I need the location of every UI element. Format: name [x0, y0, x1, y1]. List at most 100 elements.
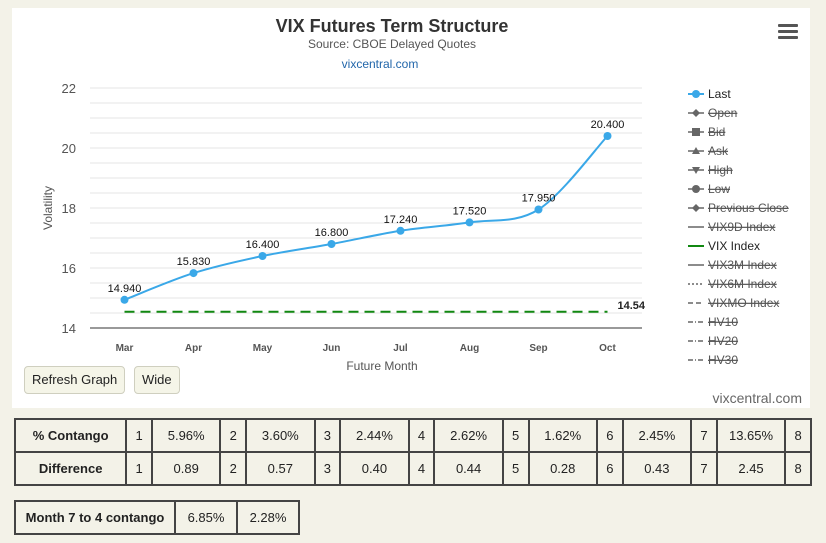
value-cell: 0.28 [527, 451, 598, 486]
watermark: vixcentral.com [712, 390, 802, 406]
value-cell: 0.40 [339, 451, 410, 486]
chart-panel: VIX Futures Term Structure Source: CBOE … [12, 8, 810, 408]
legend-item[interactable]: Bid [688, 125, 725, 139]
series: 14.54 14.940 15.830 16.400 16.800 17.240 17.52… [108, 119, 646, 313]
legend-item[interactable]: Low [688, 182, 730, 196]
legend-label: Open [708, 106, 737, 120]
legend-item[interactable]: VIX6M Index [688, 277, 777, 291]
last-data-label: 16.800 [315, 227, 349, 239]
legend-triangle-marker [692, 147, 700, 154]
month-index-cell: 7 [690, 418, 718, 453]
x-tick-label: Oct [599, 343, 616, 354]
y-axis-title: Volatility [41, 186, 55, 230]
legend-label: VIX Index [708, 239, 760, 253]
value-cell: 5.96% [150, 418, 222, 453]
last-data-label: 16.400 [246, 239, 280, 251]
legend-item[interactable]: VIXMO Index [688, 296, 779, 310]
last-data-label: 15.830 [177, 256, 211, 268]
month-contango-value: 6.85% [174, 500, 238, 535]
legend-label: HV30 [708, 353, 738, 367]
contango-table: % Contango 1 5.96% 2 3.60% 3 2.44% 4 2.62% 5 1.62%… [13, 418, 812, 486]
month-index-cell: 2 [219, 418, 248, 453]
month-contango-row: Month 7 to 4 contango 6.85% 2.28% [14, 500, 300, 535]
wide-button[interactable]: Wide [134, 366, 180, 394]
chart-title: VIX Futures Term Structure [276, 16, 509, 36]
month-index-cell: 1 [125, 418, 153, 453]
legend-label: Last [708, 87, 731, 101]
legend-label: High [708, 163, 733, 177]
last-point[interactable] [396, 226, 405, 235]
value-cell: 2.45% [621, 418, 693, 453]
legend-item[interactable]: HV10 [688, 315, 738, 329]
legend-item[interactable]: HV30 [688, 353, 738, 367]
legend-circle-marker [692, 90, 700, 98]
legend-circle-marker [692, 185, 700, 193]
legend-label: Low [708, 182, 730, 196]
legend-item[interactable]: VIX3M Index [688, 258, 777, 272]
legend-item[interactable]: High [688, 163, 733, 177]
grid [90, 87, 642, 314]
value-cell: 2.44% [339, 418, 410, 453]
last-data-label: 17.950 [522, 193, 556, 205]
axes: 14 16 18 20 22 Mar Apr May Jun Jul Aug Sep Oct [62, 81, 642, 354]
legend-diamond-marker [692, 204, 700, 212]
last-point[interactable] [258, 252, 267, 260]
month-index-cell: 4 [407, 418, 436, 453]
month-index-cell: 6 [595, 418, 624, 453]
last-point[interactable] [465, 218, 474, 227]
x-tick-label: Aug [460, 343, 479, 354]
legend-item[interactable]: Previous Close [688, 201, 789, 215]
last-data-label: 14.940 [108, 283, 142, 295]
month-contango-label: Month 7 to 4 contango [14, 500, 176, 535]
y-tick-label: 20 [62, 141, 76, 156]
last-point[interactable] [189, 269, 198, 278]
month-index-cell: 2 [219, 451, 248, 486]
value-cell: 13.65% [715, 418, 787, 453]
x-axis-title: Future Month [346, 359, 417, 373]
x-tick-label: Sep [529, 343, 547, 354]
month-index-cell: 7 [690, 451, 718, 486]
refresh-graph-button[interactable]: Refresh Graph [24, 366, 126, 394]
legend-item[interactable]: Open [688, 106, 737, 120]
x-tick-label: Jun [323, 343, 341, 354]
legend-label: Bid [708, 125, 725, 139]
value-cell: 1.62% [527, 418, 598, 453]
legend-label: Ask [708, 144, 729, 158]
y-tick-label: 18 [62, 201, 76, 216]
row-label: Difference [13, 451, 128, 486]
chart-credit-link[interactable]: vixcentral.com [342, 57, 419, 71]
contango-row: % Contango 1 5.96% 2 3.60% 3 2.44% 4 2.62% 5 1.62%… [13, 418, 812, 453]
month-index-cell: 3 [313, 451, 342, 486]
last-data-label: 17.240 [384, 214, 418, 226]
month-index-cell: 4 [407, 451, 436, 486]
x-tick-label: Apr [185, 343, 202, 354]
value-cell: 0.89 [150, 451, 222, 486]
last-point[interactable] [534, 205, 543, 214]
last-point[interactable] [120, 295, 129, 304]
legend-label: VIXMO Index [708, 296, 779, 310]
value-cell: 2.62% [433, 418, 504, 453]
last-data-label: 17.520 [453, 205, 487, 217]
legend-item[interactable]: Ask [688, 144, 729, 158]
legend-item[interactable]: VIX Index [688, 239, 760, 253]
value-cell: 2.45 [715, 451, 787, 486]
chart-menu-button[interactable] [778, 24, 798, 42]
legend: Last Open Bid Ask High Low Previous Close VIX9D… [688, 87, 789, 367]
month-index-cell: 5 [501, 451, 530, 486]
x-tick-label: May [253, 343, 273, 354]
month-index-cell: 1 [125, 451, 153, 486]
legend-item[interactable]: HV20 [688, 334, 738, 348]
vix-index-label: 14.54 [618, 300, 646, 312]
legend-label: VIX3M Index [708, 258, 777, 272]
legend-item[interactable]: VIX9D Index [688, 220, 775, 234]
last-point[interactable] [327, 240, 336, 248]
last-data-label: 20.400 [591, 119, 625, 131]
legend-square-marker [692, 128, 700, 136]
legend-label: VIX6M Index [708, 277, 777, 291]
legend-label: HV20 [708, 334, 738, 348]
last-point[interactable] [603, 132, 612, 140]
legend-item[interactable]: Last [688, 87, 731, 101]
legend-diamond-marker [692, 109, 700, 117]
x-tick-label: Mar [116, 343, 134, 354]
month-index-cell: 6 [595, 451, 624, 486]
